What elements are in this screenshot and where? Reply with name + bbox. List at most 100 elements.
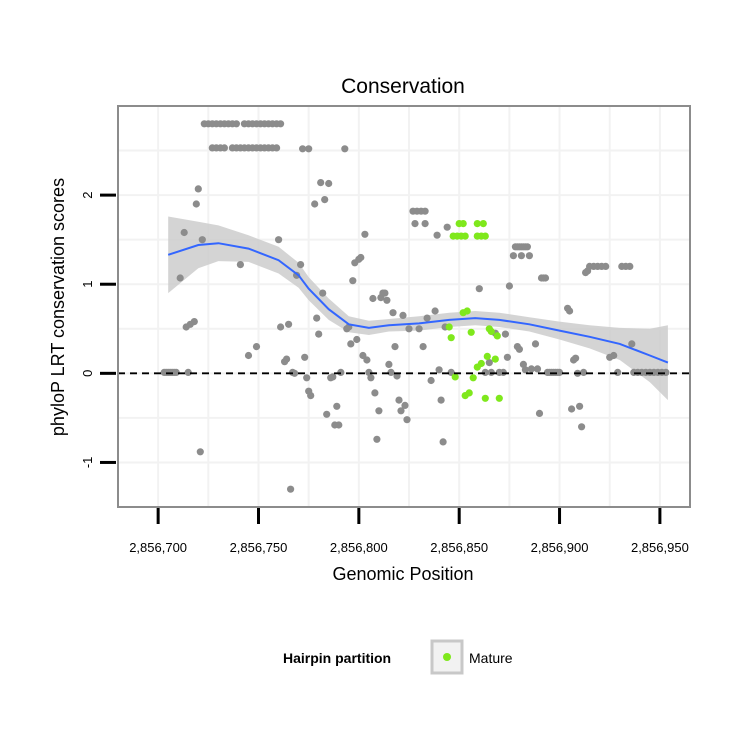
mature-point xyxy=(477,359,485,368)
other-point xyxy=(313,314,321,322)
other-point xyxy=(367,374,375,382)
confidence-ribbon-layer xyxy=(168,216,668,401)
mature-point xyxy=(481,394,489,402)
other-point xyxy=(517,252,526,260)
other-point xyxy=(381,289,389,297)
axes: 2,856,700 2,856,750 2,856,800 2,856,850 2,85… xyxy=(80,191,689,555)
other-point xyxy=(387,368,395,376)
mature-point xyxy=(445,323,453,331)
legend-key-box xyxy=(430,639,464,675)
other-point xyxy=(301,353,309,361)
other-point xyxy=(385,360,393,368)
other-point xyxy=(285,320,293,328)
x-tick-label: 2,856,850 xyxy=(430,540,488,555)
other-point xyxy=(275,236,283,244)
other-point xyxy=(194,185,202,193)
other-point xyxy=(487,368,495,376)
other-point xyxy=(485,359,493,367)
chart-title: Conservation xyxy=(341,75,465,98)
y-tick-label: 0 xyxy=(80,370,95,377)
mature-point xyxy=(447,334,455,342)
other-point xyxy=(421,220,429,228)
mature-point xyxy=(481,232,489,240)
mature-point xyxy=(495,394,503,402)
other-point xyxy=(401,401,409,409)
other-point xyxy=(184,368,192,376)
y-tick-label: 1 xyxy=(80,281,95,288)
other-point xyxy=(555,368,564,376)
other-point xyxy=(475,285,483,293)
other-point xyxy=(531,340,540,348)
other-point xyxy=(335,421,343,429)
other-point xyxy=(315,330,323,338)
other-point xyxy=(415,325,423,333)
other-point xyxy=(501,330,509,338)
plot-panel-border xyxy=(117,105,691,508)
other-point xyxy=(347,340,355,348)
other-point xyxy=(397,407,405,415)
x-tick-label: 2,856,900 xyxy=(531,540,589,555)
other-point xyxy=(566,307,574,315)
mature-point xyxy=(493,332,501,340)
other-point xyxy=(662,368,670,376)
other-point xyxy=(252,343,261,351)
mature-point xyxy=(461,232,469,240)
other-point xyxy=(628,340,636,348)
other-point xyxy=(509,252,517,260)
other-point xyxy=(411,220,419,228)
other-point xyxy=(369,294,377,303)
other-point xyxy=(287,485,295,493)
other-point xyxy=(232,120,240,128)
other-point xyxy=(353,335,361,344)
other-point xyxy=(305,145,313,153)
legend: Hairpin partition Mature xyxy=(283,639,513,675)
smooth-line-layer xyxy=(118,242,690,375)
plot-panel-background xyxy=(118,106,690,507)
scatter-points xyxy=(160,120,670,493)
x-axis-label: Genomic Position xyxy=(332,564,473,584)
other-point xyxy=(580,368,588,376)
mature-point xyxy=(469,374,477,382)
other-point xyxy=(383,296,391,304)
mature-point xyxy=(483,352,491,360)
other-point xyxy=(614,368,622,376)
x-tick-label: 2,856,800 xyxy=(330,540,388,555)
other-point xyxy=(523,243,532,251)
mature-point xyxy=(491,355,499,363)
other-point xyxy=(610,351,618,360)
other-point xyxy=(319,289,327,297)
confidence-ribbon xyxy=(168,216,668,401)
mature-point xyxy=(465,389,473,397)
other-point xyxy=(435,366,443,374)
other-point xyxy=(403,416,411,424)
y-axis-label: phyloP LRT conservation scores xyxy=(48,178,68,436)
other-point xyxy=(419,343,427,351)
other-point xyxy=(389,309,397,317)
other-point xyxy=(325,179,333,188)
other-point xyxy=(333,402,341,410)
other-point xyxy=(190,318,198,326)
other-point xyxy=(277,323,285,331)
other-point xyxy=(303,374,311,382)
legend-title: Hairpin partition xyxy=(283,650,391,666)
other-point xyxy=(172,368,180,376)
other-point xyxy=(399,311,407,319)
other-point xyxy=(361,230,369,238)
other-point xyxy=(405,325,413,333)
other-point xyxy=(297,261,305,269)
other-point xyxy=(443,223,451,231)
other-point xyxy=(337,368,345,376)
other-point xyxy=(277,120,285,128)
smooth-fit-line xyxy=(167,242,669,364)
other-point xyxy=(515,345,524,353)
other-point xyxy=(423,314,431,322)
legend-key-mature-dot xyxy=(443,653,451,661)
y-tick-label: 2 xyxy=(80,191,95,198)
other-point xyxy=(373,435,381,443)
other-point xyxy=(521,366,530,374)
other-point xyxy=(421,207,429,215)
other-point xyxy=(363,356,371,364)
other-point xyxy=(541,274,550,282)
other-point xyxy=(519,360,528,368)
